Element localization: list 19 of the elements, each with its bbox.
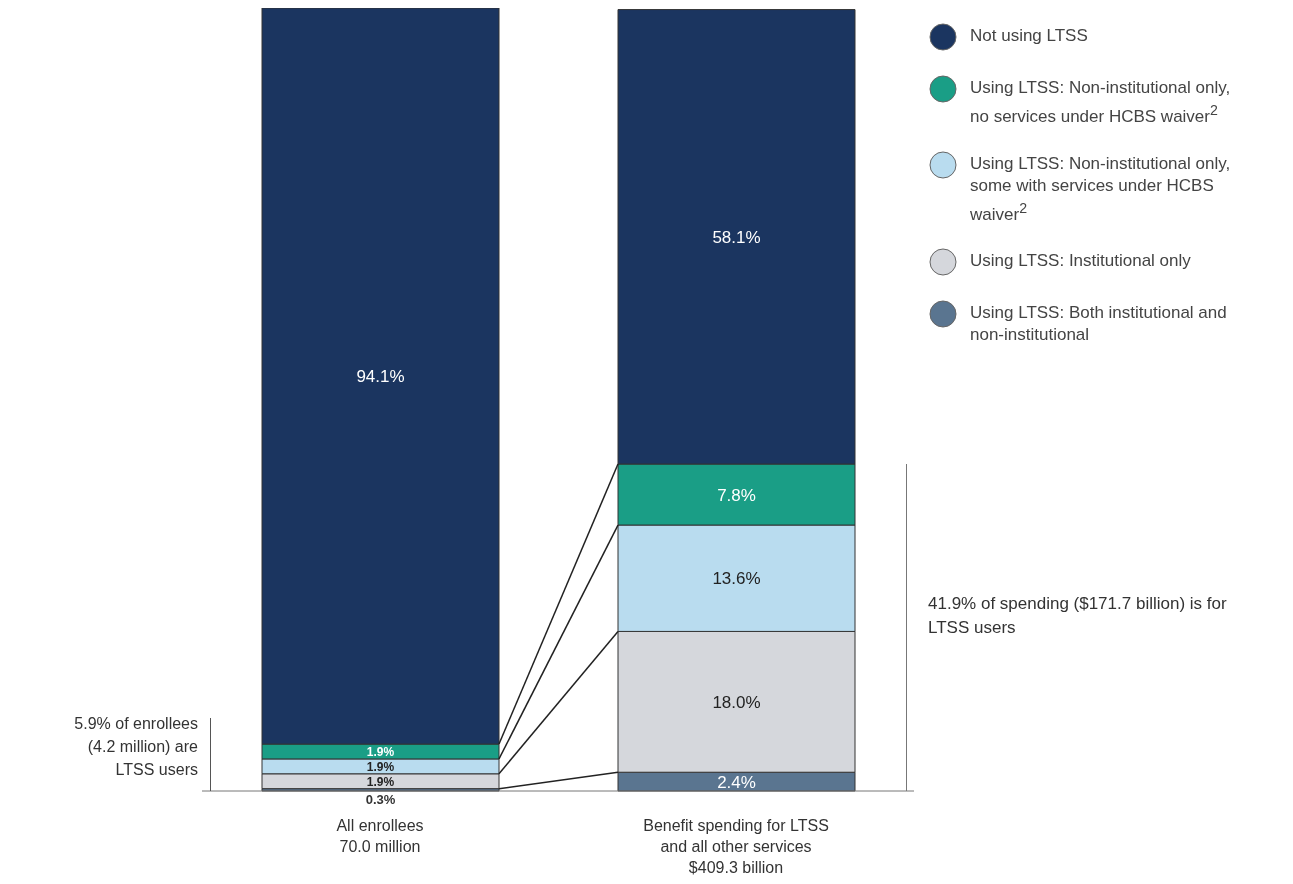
data-label: 94.1% <box>356 367 405 387</box>
x-tick-label: Benefit spending for LTSS and all other services $409.3 billion <box>643 817 829 876</box>
x-tick-label: All enrollees 70.0 million <box>336 817 424 855</box>
legend-label: Using LTSS: Non-institutional only, no services under HCBS waiver$^{2}$ <box>970 77 1232 128</box>
data-label: 7.8% <box>717 485 756 505</box>
data-label: 2.4% <box>717 772 756 792</box>
data-label: 13.6% <box>712 569 761 589</box>
data-label: 58.1% <box>712 227 761 247</box>
legend-label: Using LTSS: Institutional only <box>970 250 1191 273</box>
legend-label: Using LTSS: Non-institutional only, some with services under HCBS waiver$^{2}$ <box>970 152 1232 226</box>
text: Not using LTSS <box>970 25 1088 47</box>
text: 41.9% of spending ($171.7 billion) is for LTSS users <box>928 592 1228 639</box>
data-label: 1.9% <box>366 774 395 789</box>
data-label: 1.9% <box>366 759 395 774</box>
data-label: 1.9% <box>366 744 395 759</box>
legend-label: Using LTSS: Both institutional and non-institutional <box>970 302 1228 347</box>
text: 5.9% of enrollees (4.2 million) are LTSS users <box>73 714 198 781</box>
data-label: 18.0% <box>712 692 761 712</box>
data-label: 0.3% <box>365 792 396 807</box>
